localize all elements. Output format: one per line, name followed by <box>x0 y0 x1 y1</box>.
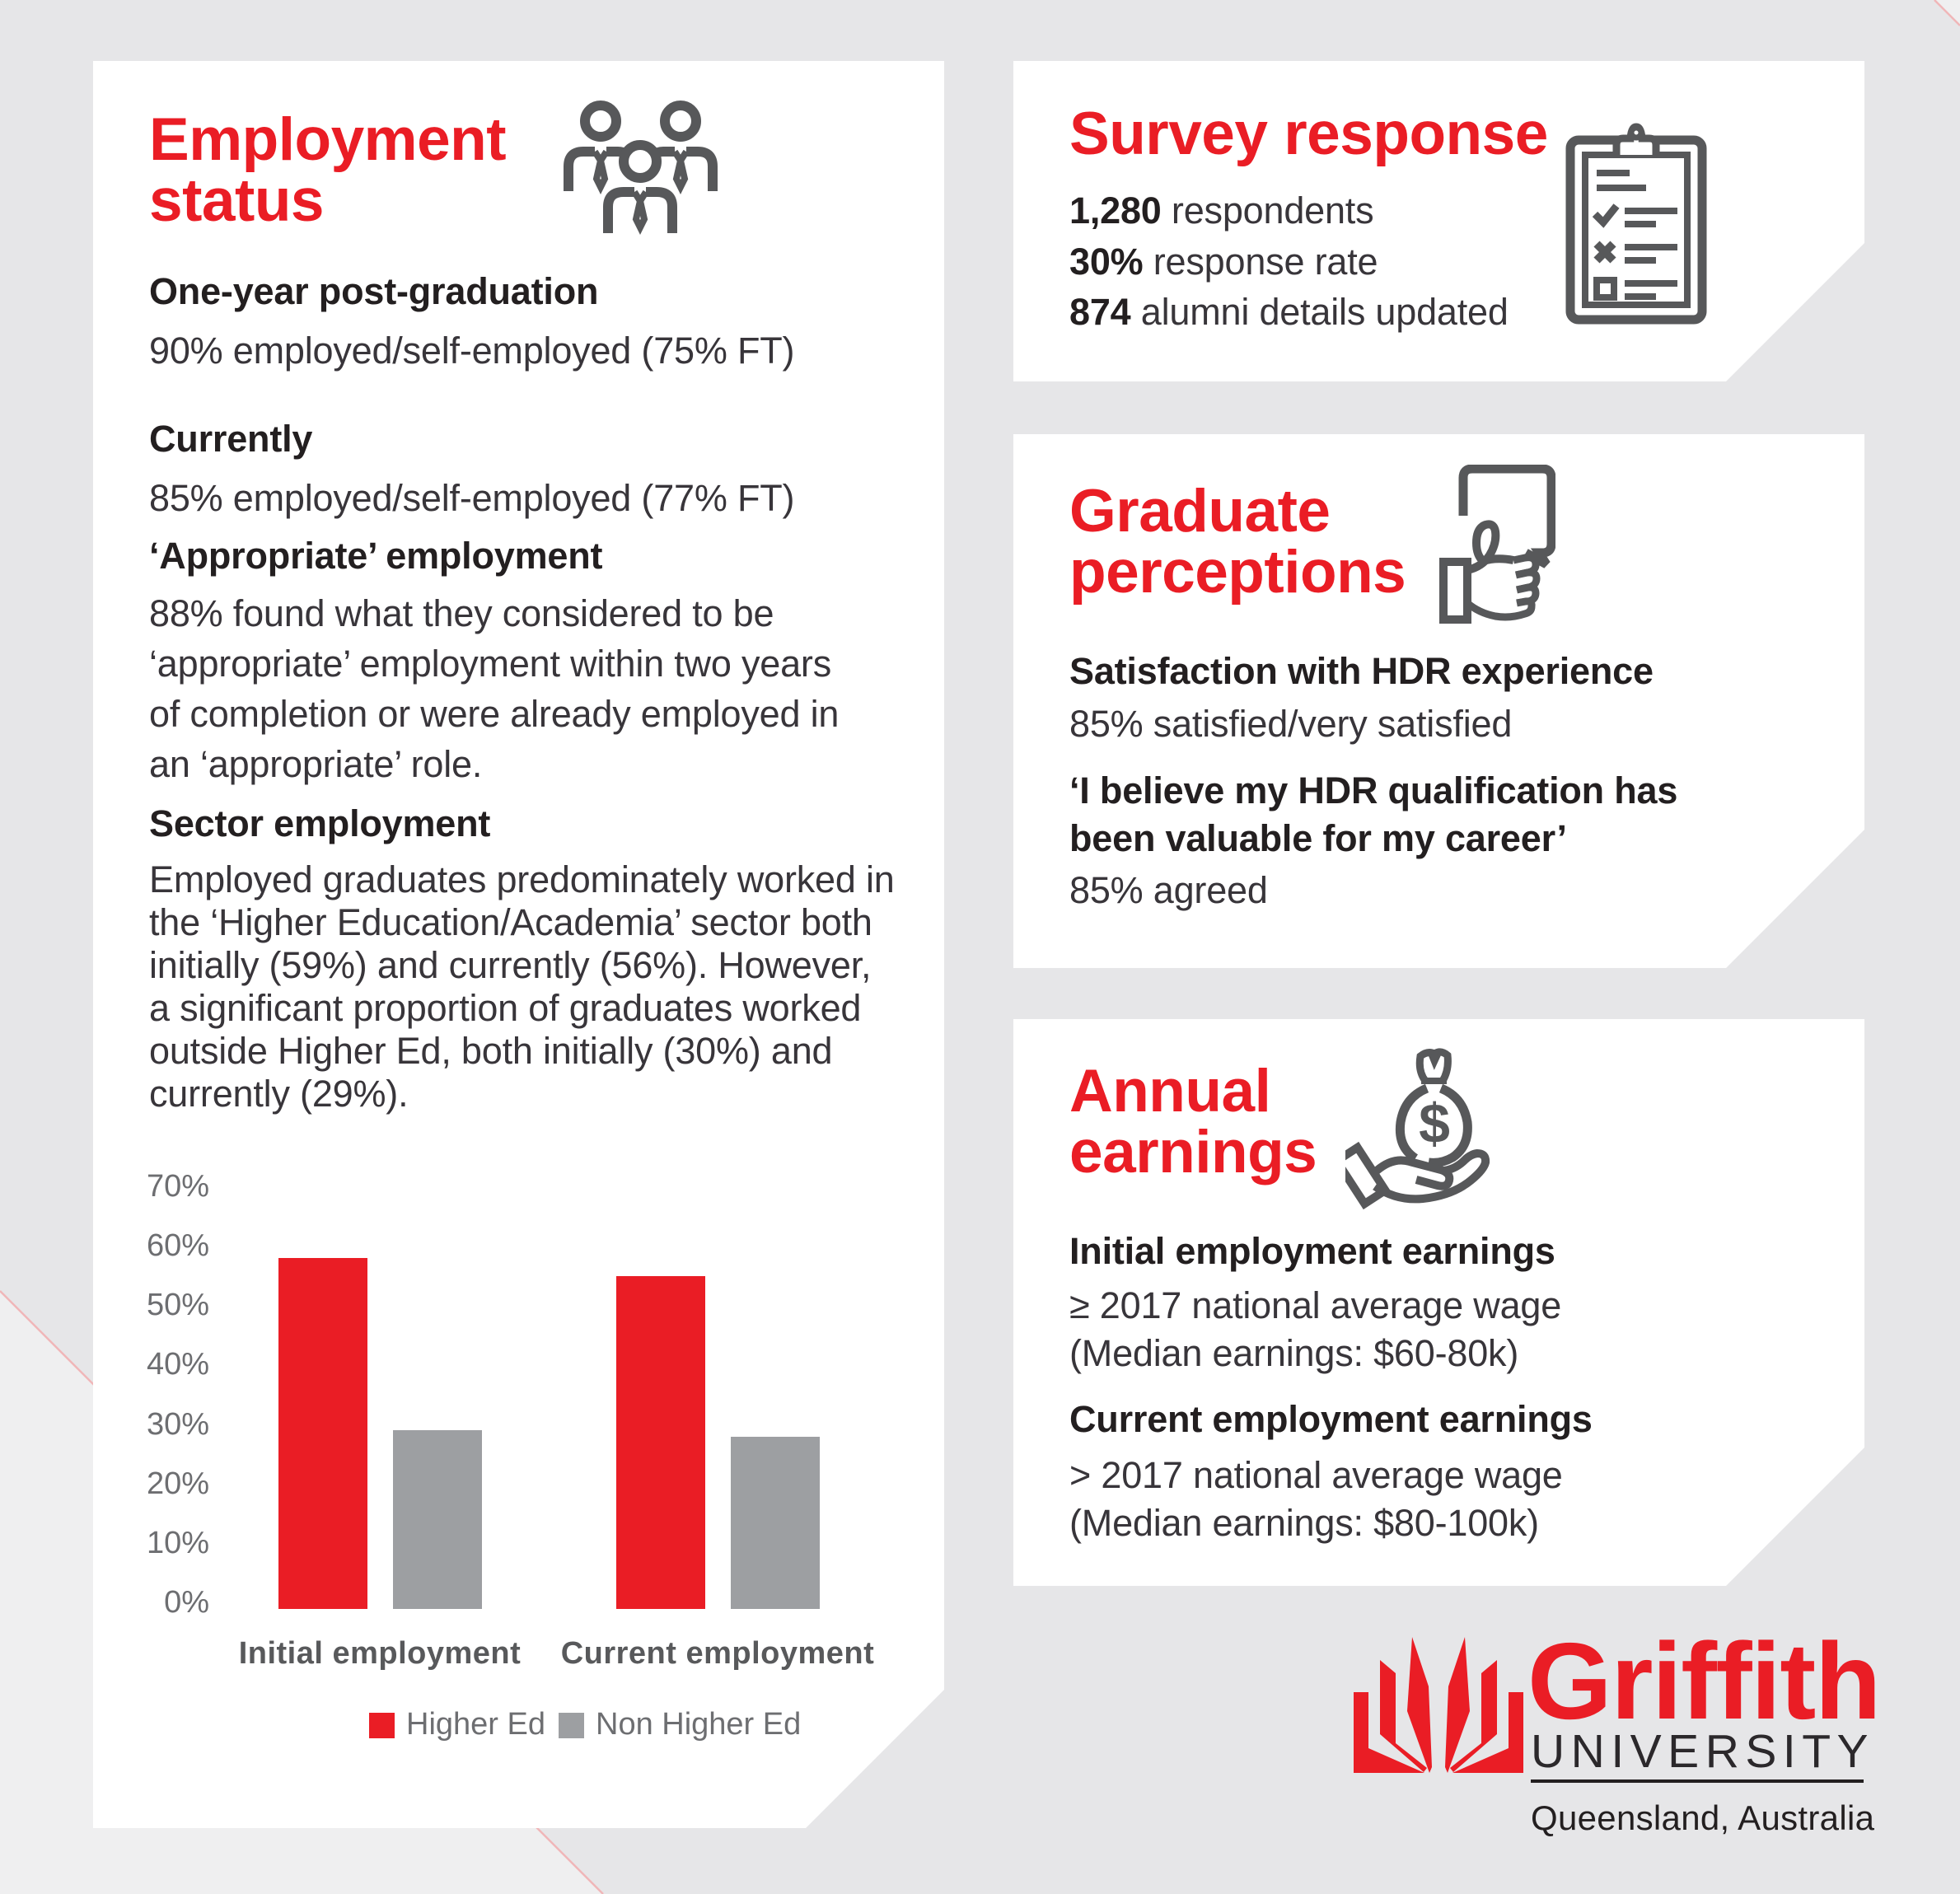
y-tick-40pct: 40% <box>146 1347 209 1382</box>
employment-status-panel: Employment status One-year post-g <box>93 61 944 1828</box>
money-bag-icon: $ <box>1345 1046 1502 1210</box>
text-sector: Employed graduates predominately worked … <box>149 858 895 1115</box>
clipboard-icon <box>1565 115 1707 325</box>
category-label-current: Current employment <box>560 1636 875 1671</box>
perceptions-panel-title: Graduate perceptions <box>1069 478 1406 606</box>
employment-panel-title: Employment status <box>149 106 507 234</box>
subheading-sector: Sector employment <box>149 802 491 844</box>
subheading-currently: Currently <box>149 418 313 460</box>
subheading-one-year: One-year post-graduation <box>149 270 599 312</box>
subheading-initial-earnings: Initial employment earnings <box>1069 1230 1555 1272</box>
dollar-sign: $ <box>1419 1092 1450 1155</box>
y-tick-70pct: 70% <box>146 1168 209 1204</box>
text-current-earnings: > 2017 national average wage (Median ear… <box>1069 1454 1563 1544</box>
legend-label-non-higher-ed: Non Higher Ed <box>596 1707 802 1742</box>
y-tick-60pct: 60% <box>146 1228 209 1263</box>
annual-earnings-panel: Annual earnings $ Initial employment ear… <box>1013 1019 1864 1586</box>
survey-stats: 1,280 respondents 30% response rate 874 … <box>1069 185 1509 338</box>
text-satisfaction: 85% satisfied/very satisfied <box>1069 703 1513 745</box>
survey-panel-title: Survey response <box>1069 101 1548 167</box>
legend-label-higher-ed: Higher Ed <box>406 1707 545 1742</box>
stat-response-rate: 30% response rate <box>1069 240 1378 283</box>
y-tick-50pct: 50% <box>146 1288 209 1323</box>
logo-rule <box>1531 1779 1864 1783</box>
text-currently: 85% employed/self-employed (77% FT) <box>149 477 795 519</box>
text-initial-earnings: ≥ 2017 national average wage (Median ear… <box>1069 1284 1562 1374</box>
y-tick-10pct: 10% <box>146 1526 209 1560</box>
logo-university: UNIVERSITY <box>1531 1725 1875 1778</box>
stat-alumni-updated: 874 alumni details updated <box>1069 291 1509 333</box>
stat-respondents: 1,280 respondents <box>1069 189 1374 231</box>
bar-higher-ed-initial <box>278 1258 367 1609</box>
team-icon <box>562 99 719 237</box>
bar-non-higher-ed-current <box>731 1437 820 1609</box>
bar-non-higher-ed-initial <box>393 1430 482 1609</box>
background-red-hairline-corner <box>1934 0 1960 26</box>
text-appropriate: 88% found what they considered to be ‘ap… <box>149 592 840 785</box>
category-label-initial: Initial employment <box>238 1636 522 1671</box>
bar-higher-ed-current <box>616 1276 705 1609</box>
logo-wordmark: Griffith <box>1527 1620 1881 1742</box>
subheading-qualification: ‘I believe my HDR qualification has been… <box>1069 769 1678 859</box>
y-tick-20pct: 20% <box>146 1466 209 1501</box>
y-tick-0pct: 0% <box>164 1585 209 1620</box>
legend-swatch-higher-ed <box>369 1713 395 1738</box>
thumb-up-icon <box>1439 465 1555 624</box>
griffith-crest-icon <box>1354 1637 1523 1773</box>
survey-response-panel: Survey response 1,280 responden <box>1013 61 1864 381</box>
y-tick-30pct: 30% <box>146 1406 209 1442</box>
legend-swatch-non-higher-ed <box>559 1713 584 1738</box>
text-one-year: 90% employed/self-employed (75% FT) <box>149 330 795 372</box>
subheading-current-earnings: Current employment earnings <box>1069 1398 1593 1440</box>
subheading-appropriate: ‘Appropriate’ employment <box>149 535 603 577</box>
text-qualification: 85% agreed <box>1069 869 1268 911</box>
earnings-panel-title: Annual earnings <box>1069 1058 1317 1186</box>
subheading-satisfaction: Satisfaction with HDR experience <box>1069 650 1654 692</box>
bar-chart: 0% 10% 20% 30% 40% 50% 60% 70% <box>93 61 944 1828</box>
graduate-perceptions-panel: Graduate perceptions Satisfaction with H… <box>1013 434 1864 968</box>
logo-location: Queensland, Australia <box>1531 1798 1875 1837</box>
